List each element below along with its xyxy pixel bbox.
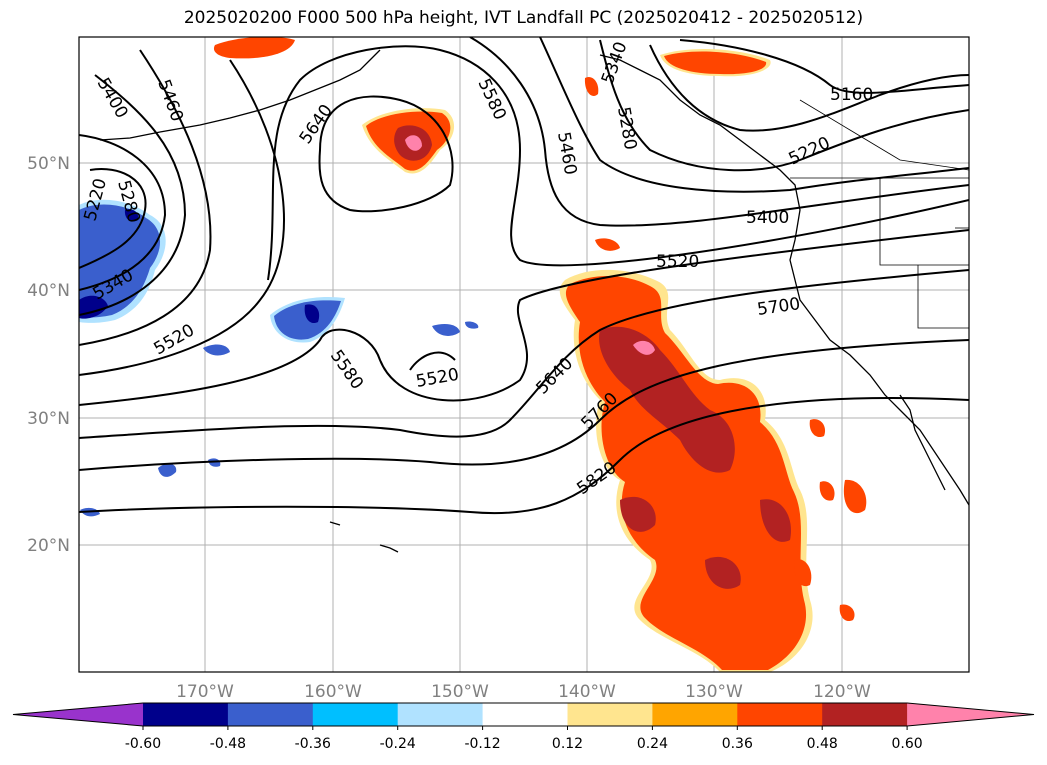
colorbar-segment (822, 703, 908, 726)
colorbar-tick-label: 0.36 (722, 736, 753, 752)
colorbar-extend-high (907, 703, 1034, 726)
lat-tick-label: 50°N (27, 154, 70, 174)
latitude-ticks: 50°N 40°N 30°N 20°N (27, 154, 70, 556)
colorbar-tick-label: 0.60 (892, 736, 923, 752)
gridlines (79, 37, 969, 672)
colorbar-tick-label: -0.48 (210, 736, 246, 752)
colorbar-segment (652, 703, 738, 726)
contour-label: 5160 (830, 85, 873, 105)
colorbar-segment (482, 703, 568, 726)
colorbar-tick-label: 0.12 (552, 736, 583, 752)
colorbar-segment (397, 703, 484, 726)
lon-tick-label: 170°W (176, 682, 234, 702)
colorbar-tick-label: -0.60 (125, 736, 161, 752)
colorbar-extend-low (13, 703, 143, 726)
colorbar-tick-label: 0.24 (637, 736, 668, 752)
lon-tick-label: 140°W (558, 682, 616, 702)
map-title: 2025020200 F000 500 hPa height, IVT Land… (183, 8, 864, 28)
colorbar: -0.60 -0.48 -0.36 -0.24 -0.12 0.12 0.24 0.36 0.4… (12, 702, 1035, 752)
colorbar-tick-label: -0.24 (380, 736, 416, 752)
lat-tick-label: 40°N (27, 281, 70, 301)
ivt-positive-region (213, 37, 867, 672)
colorbar-segment (143, 703, 229, 726)
lat-tick-label: 20°N (27, 536, 70, 556)
lon-tick-label: 150°W (431, 682, 489, 702)
colorbar-tick-label: 0.48 (807, 736, 838, 752)
contour-label: 5520 (656, 252, 699, 272)
lon-tick-label: 120°W (813, 682, 871, 702)
colorbar-segment (312, 703, 399, 726)
colorbar-tick-label: -0.12 (464, 736, 500, 752)
plot-frame (78, 36, 970, 673)
colorbar-segment (567, 703, 653, 726)
height-contours (79, 37, 969, 515)
colorbar-tick-label: -0.36 (295, 736, 331, 752)
plot-area: 5400 5460 5640 5580 5340 5280 5460 5160 … (79, 37, 969, 672)
ivt-negative-region (79, 199, 479, 517)
colorbar-segment (737, 703, 823, 726)
longitude-ticks: 170°W 160°W 150°W 140°W 130°W 120°W (176, 682, 871, 702)
lon-tick-label: 160°W (304, 682, 362, 702)
lon-tick-label: 130°W (685, 682, 743, 702)
colorbar-segment (227, 703, 314, 726)
contour-label: 5400 (746, 208, 789, 228)
lat-tick-label: 30°N (27, 409, 70, 429)
